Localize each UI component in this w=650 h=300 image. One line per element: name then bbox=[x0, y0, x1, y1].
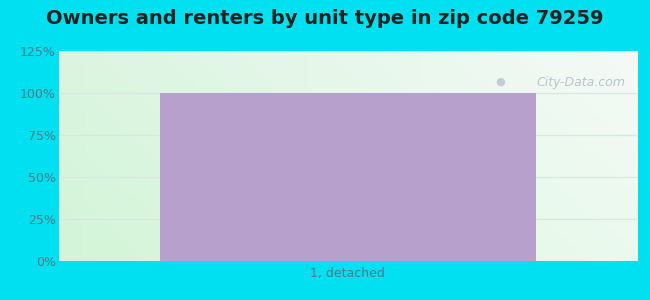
Bar bbox=[160, 93, 536, 261]
Text: City-Data.com: City-Data.com bbox=[536, 76, 625, 89]
Text: Owners and renters by unit type in zip code 79259: Owners and renters by unit type in zip c… bbox=[46, 9, 604, 28]
Text: ●: ● bbox=[495, 76, 505, 86]
